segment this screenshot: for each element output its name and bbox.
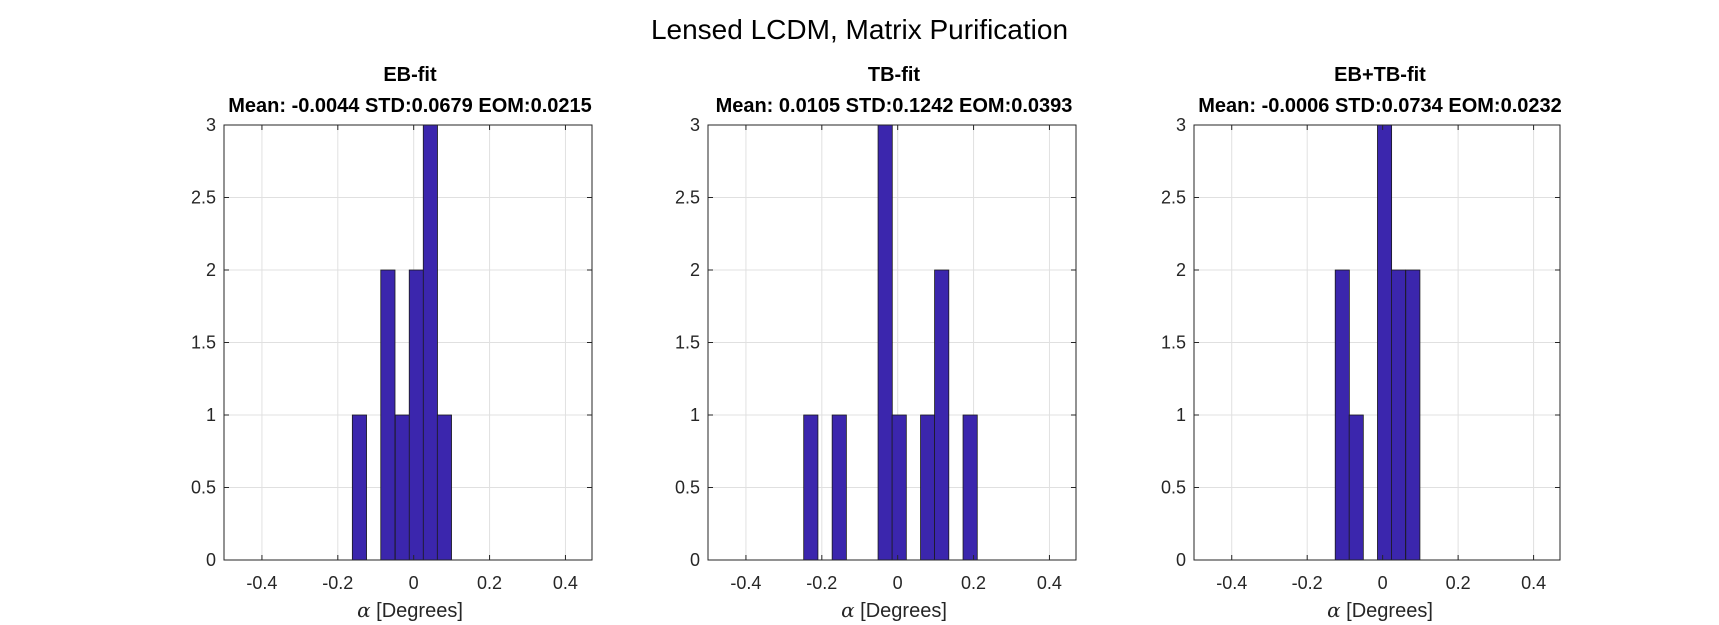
ytick-label-ebtb-1: 0.5: [1161, 478, 1186, 498]
xtick-label-tb-3: 0.2: [961, 573, 986, 593]
xtick-label-tb-2: 0: [893, 573, 903, 593]
ytick-label-ebtb-4: 2: [1176, 260, 1186, 280]
ytick-label-ebtb-0: 0: [1176, 550, 1186, 570]
xtick-label-eb-1: -0.2: [322, 573, 353, 593]
xtick-label-eb-3: 0.2: [477, 573, 502, 593]
ytick-label-tb-4: 2: [690, 260, 700, 280]
xtick-label-eb-0: -0.4: [246, 573, 277, 593]
xtick-label-ebtb-3: 0.2: [1446, 573, 1471, 593]
xlabel-ebtb: α [Degrees]: [1327, 598, 1433, 622]
xtick-label-tb-4: 0.4: [1037, 573, 1062, 593]
panel-title-ebtb: EB+TB-fit: [1334, 64, 1426, 86]
ytick-label-ebtb-5: 2.5: [1161, 188, 1186, 208]
ytick-label-ebtb-3: 1.5: [1161, 333, 1186, 353]
bar-ebtb-4: [1405, 269, 1421, 561]
xtick-label-ebtb-1: -0.2: [1292, 573, 1323, 593]
xtick-label-eb-2: 0: [409, 573, 419, 593]
xlabel-eb: α [Degrees]: [357, 598, 463, 622]
bar-eb-1: [380, 269, 396, 561]
bar-tb-4: [920, 414, 936, 561]
axes-ebtb: -0.4 -0.2 0 0.2 0.4 0 0.5 1 1.5 2 2.5 3: [1161, 115, 1561, 593]
axes-tb: -0.4 -0.2 0 0.2 0.4 0 0.5 1 1.5 2 2.5 3: [675, 115, 1077, 593]
xtick-label-eb-4: 0.4: [553, 573, 578, 593]
ytick-label-eb-2: 1: [206, 405, 216, 425]
bar-eb-5: [436, 414, 452, 561]
ytick-label-eb-0: 0: [206, 550, 216, 570]
xtick-label-tb-1: -0.2: [806, 573, 837, 593]
ytick-label-tb-3: 1.5: [675, 333, 700, 353]
bar-eb-0: [351, 414, 367, 561]
ytick-label-ebtb-6: 3: [1176, 115, 1186, 135]
panel-stats-ebtb: Mean: -0.0006 STD:0.0734 EOM:0.0232: [1198, 95, 1562, 117]
panel-stats-eb: Mean: -0.0044 STD:0.0679 EOM:0.0215: [228, 95, 592, 117]
ytick-label-tb-0: 0: [690, 550, 700, 570]
ytick-label-ebtb-2: 1: [1176, 405, 1186, 425]
panel-title-eb: EB-fit: [383, 64, 437, 86]
xtick-label-tb-0: -0.4: [730, 573, 761, 593]
ytick-label-tb-5: 2.5: [675, 188, 700, 208]
ytick-label-tb-6: 3: [690, 115, 700, 135]
bar-tb-5: [934, 269, 950, 561]
xtick-label-ebtb-4: 0.4: [1521, 573, 1546, 593]
bar-tb-1: [831, 414, 847, 561]
bar-ebtb-2: [1377, 124, 1393, 561]
ytick-label-tb-1: 0.5: [675, 478, 700, 498]
bar-tb-2: [877, 124, 893, 561]
bar-tb-6: [962, 414, 978, 561]
xlabel-tb: α [Degrees]: [841, 598, 947, 622]
bar-tb-0: [803, 414, 819, 561]
ytick-label-eb-1: 0.5: [191, 478, 216, 498]
panel-title-tb: TB-fit: [867, 64, 921, 86]
ytick-label-eb-3: 1.5: [191, 333, 216, 353]
bar-eb-3: [408, 269, 424, 561]
ytick-label-eb-6: 3: [206, 115, 216, 135]
xtick-label-ebtb-2: 0: [1378, 573, 1388, 593]
bar-tb-3: [891, 414, 907, 561]
axes-eb: -0.4 -0.2 0 0.2 0.4 0 0.5 1 1.5 2 2.5 3: [191, 115, 593, 593]
ytick-label-eb-4: 2: [206, 260, 216, 280]
ytick-label-eb-5: 2.5: [191, 188, 216, 208]
bar-ebtb-3: [1391, 269, 1406, 561]
panel-stats-tb: Mean: 0.0105 STD:0.1242 EOM:0.0393: [715, 95, 1073, 117]
ytick-label-tb-2: 1: [690, 405, 700, 425]
bar-eb-2: [394, 414, 410, 561]
bar-ebtb-0: [1334, 269, 1350, 561]
bar-ebtb-1: [1348, 414, 1364, 561]
bar-eb-4: [422, 124, 438, 561]
figure-title: Lensed LCDM, Matrix Purification: [650, 14, 1069, 45]
xtick-label-ebtb-0: -0.4: [1216, 573, 1247, 593]
